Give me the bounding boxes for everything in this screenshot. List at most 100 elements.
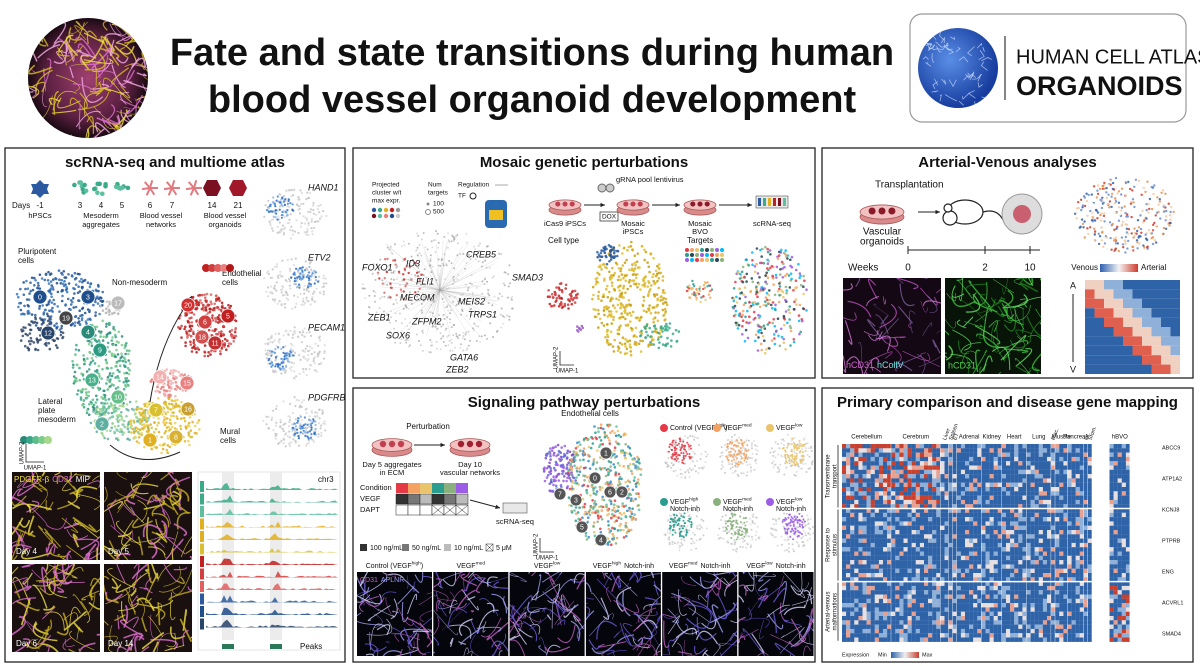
cell-dot bbox=[632, 268, 635, 272]
cell-dot bbox=[209, 307, 212, 311]
cell-dot bbox=[740, 291, 743, 295]
cell-dot bbox=[1151, 236, 1155, 239]
cell-dot bbox=[100, 401, 103, 405]
cell-dot bbox=[1141, 209, 1144, 212]
stain-part: MIP bbox=[76, 475, 90, 484]
cell-dot bbox=[276, 195, 279, 198]
cell-dot bbox=[756, 323, 760, 327]
cell-dot bbox=[61, 282, 65, 286]
cell-dot bbox=[1112, 191, 1115, 194]
cell-dot bbox=[303, 327, 306, 330]
cell-dot bbox=[24, 287, 27, 291]
cell-dot bbox=[623, 310, 626, 313]
cell-dot bbox=[597, 308, 600, 312]
cell-dot bbox=[122, 380, 125, 384]
cell-dot bbox=[269, 204, 272, 208]
cell-dot bbox=[227, 342, 231, 345]
cell-dot bbox=[798, 272, 802, 275]
cell-dot bbox=[618, 289, 621, 292]
cell-dot bbox=[664, 344, 667, 347]
cell-dot bbox=[307, 210, 310, 213]
fibre bbox=[91, 46, 113, 70]
cell-dot bbox=[547, 289, 550, 292]
cell-dot bbox=[575, 296, 579, 300]
cell-dot bbox=[612, 315, 615, 319]
cell-dot bbox=[325, 282, 328, 285]
cell-dot bbox=[657, 286, 660, 290]
cell-dot bbox=[606, 338, 609, 342]
cell-dot bbox=[197, 419, 201, 422]
cell-dot bbox=[1137, 179, 1141, 183]
cell-dot bbox=[40, 277, 44, 280]
cell-dot bbox=[310, 433, 313, 436]
cell-dot bbox=[122, 423, 125, 427]
cell-dot bbox=[117, 424, 120, 428]
cell-dot bbox=[298, 331, 301, 334]
cell-dot bbox=[99, 331, 102, 335]
cell-dot bbox=[299, 189, 302, 192]
cell-dot bbox=[290, 258, 293, 261]
cell-dot bbox=[1100, 212, 1103, 215]
cell-dot bbox=[74, 283, 78, 287]
cell-dot bbox=[1102, 245, 1105, 248]
cell-dot bbox=[446, 304, 449, 307]
cell-dot bbox=[441, 336, 444, 339]
cell-dot bbox=[748, 306, 752, 309]
day-label: 5 bbox=[120, 201, 125, 210]
cell-dot bbox=[625, 303, 628, 307]
cell-dot bbox=[169, 408, 172, 411]
cell-dot bbox=[1134, 178, 1138, 181]
cell-dot bbox=[293, 351, 297, 354]
cell-dot bbox=[280, 439, 283, 442]
cell-dot bbox=[429, 339, 432, 341]
cell-dot bbox=[66, 297, 70, 301]
cell-dot bbox=[1146, 238, 1149, 242]
cell-dot bbox=[264, 204, 267, 207]
cluster-label: 8 bbox=[174, 434, 178, 441]
cell-dot bbox=[84, 387, 87, 391]
cell-dot bbox=[766, 258, 769, 262]
cell-dot bbox=[192, 338, 196, 342]
cell-dot bbox=[630, 329, 634, 332]
cell-dot bbox=[393, 270, 396, 273]
cell-dot bbox=[291, 354, 295, 357]
cell-dot bbox=[600, 321, 604, 325]
logo-tile bbox=[962, 93, 969, 100]
logo-tile bbox=[978, 49, 985, 60]
cell-dot bbox=[677, 330, 681, 333]
cell-dot bbox=[560, 297, 563, 300]
cell-dot bbox=[1172, 210, 1175, 214]
day-label: 4 bbox=[99, 201, 104, 210]
cell-dot bbox=[610, 284, 614, 288]
cell-dot bbox=[284, 306, 287, 309]
cell-dot bbox=[324, 277, 327, 280]
cell-dot bbox=[77, 317, 80, 320]
population-label: Mural bbox=[220, 427, 240, 436]
fibre bbox=[81, 77, 104, 103]
cell-dot bbox=[771, 277, 775, 280]
fibre bbox=[66, 44, 74, 56]
cell-dot bbox=[82, 182, 87, 188]
cell-dot bbox=[271, 298, 274, 301]
cell-dot bbox=[493, 275, 496, 278]
cell-dot bbox=[290, 361, 293, 364]
cell-dot bbox=[302, 303, 305, 306]
cell-dot bbox=[558, 282, 562, 286]
cell-dot bbox=[43, 308, 47, 312]
cell-dot bbox=[452, 334, 455, 337]
logo-globe bbox=[918, 28, 998, 108]
cell-dot bbox=[187, 439, 190, 443]
cell-dot bbox=[699, 300, 702, 304]
cell-dot bbox=[282, 430, 285, 433]
cell-dot bbox=[100, 191, 105, 197]
cell-dot bbox=[473, 245, 476, 248]
cell-dot bbox=[407, 242, 410, 245]
cell-dot bbox=[763, 287, 766, 290]
cell-dot bbox=[270, 291, 273, 294]
cell-dot bbox=[647, 309, 651, 312]
cell-dot bbox=[52, 298, 55, 302]
cell-dot bbox=[81, 388, 85, 391]
cell-dot bbox=[747, 264, 750, 267]
cell-dot bbox=[96, 295, 99, 299]
cell-dot bbox=[115, 414, 119, 418]
